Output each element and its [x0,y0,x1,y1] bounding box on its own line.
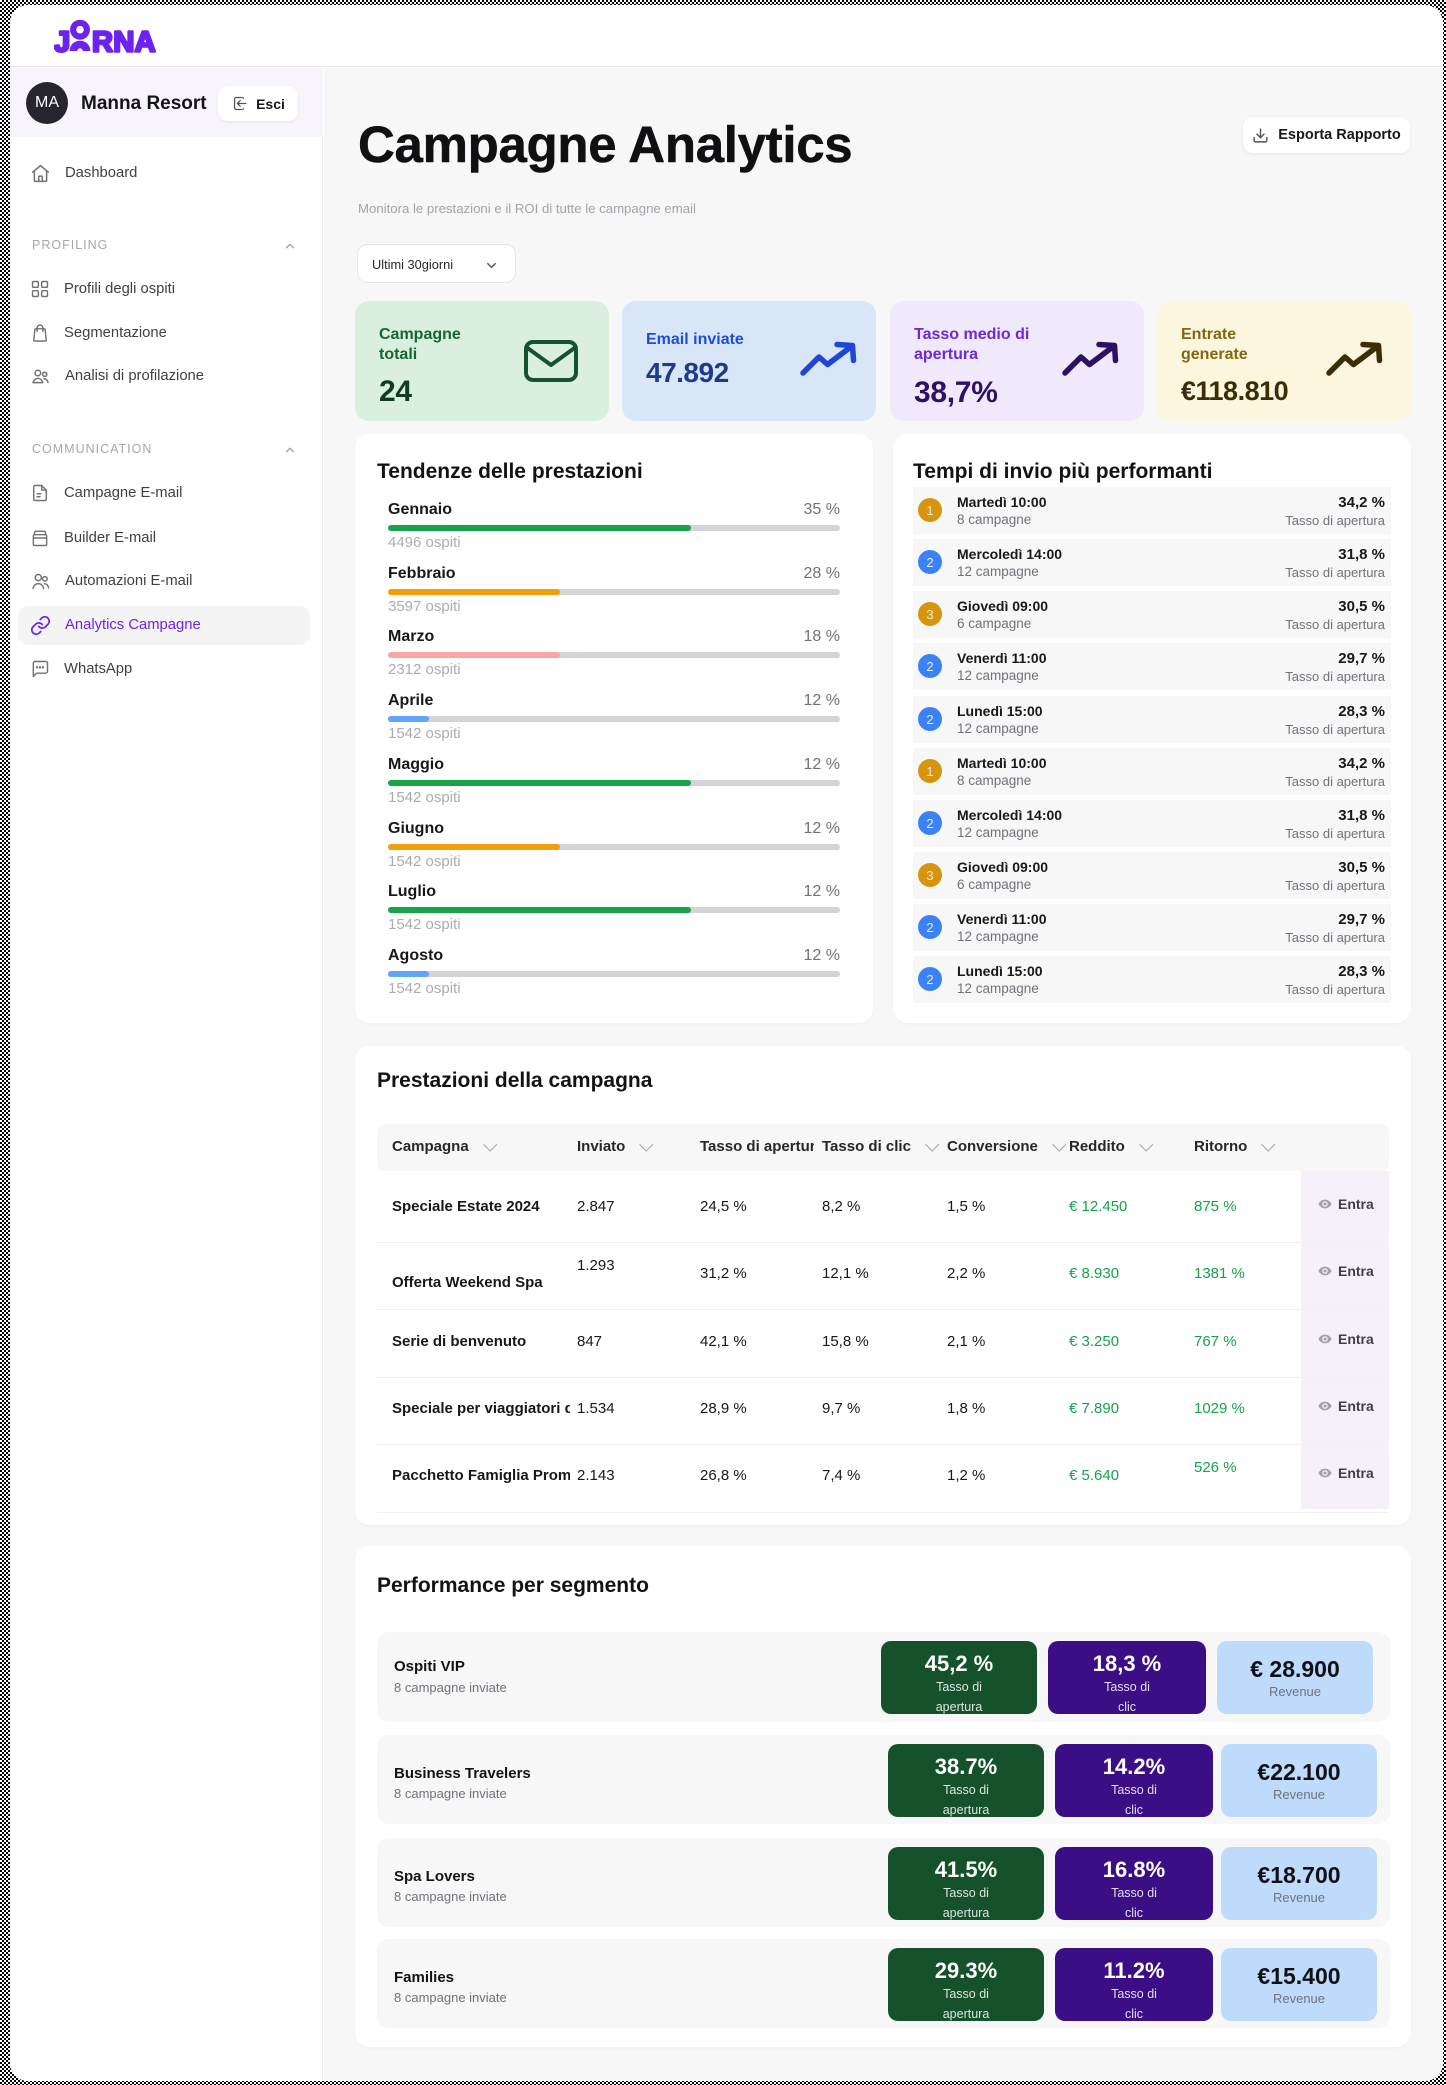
svg-text:J: J [54,27,70,59]
svg-text:RNA: RNA [92,27,156,59]
